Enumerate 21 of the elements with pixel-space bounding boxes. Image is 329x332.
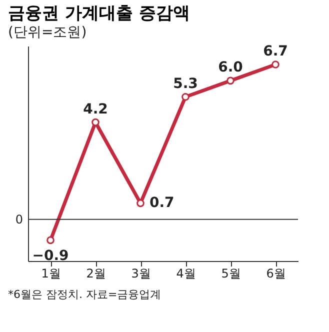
point (182, 92, 190, 101)
x-tick-label: 3월 (131, 266, 151, 280)
data-label: 5.3 (173, 76, 198, 92)
data-label: 6.7 (263, 43, 288, 60)
data-label: 0.7 (150, 195, 174, 212)
ref-line-label: 0 (15, 212, 23, 226)
data-label: 4.2 (83, 101, 108, 118)
x-tick-label: 5월 (221, 266, 241, 280)
data-label: −0.9 (32, 248, 69, 264)
x-tick-label: 2월 (86, 266, 106, 280)
point (136, 199, 144, 208)
x-tick-label: 4월 (176, 266, 196, 280)
data-label: 6.0 (218, 60, 244, 76)
chart-subtitle: (단위=조원) (8, 24, 87, 40)
point (226, 76, 234, 85)
chart-title: 금융권 가계대출 증감액 (8, 3, 190, 24)
point (272, 60, 280, 68)
x-tick-label: 6월 (266, 266, 286, 280)
x-tick-label: 1월 (41, 266, 61, 280)
text: *6월은 잠정치. 자료=금융업계 (8, 288, 162, 301)
point (46, 236, 54, 244)
